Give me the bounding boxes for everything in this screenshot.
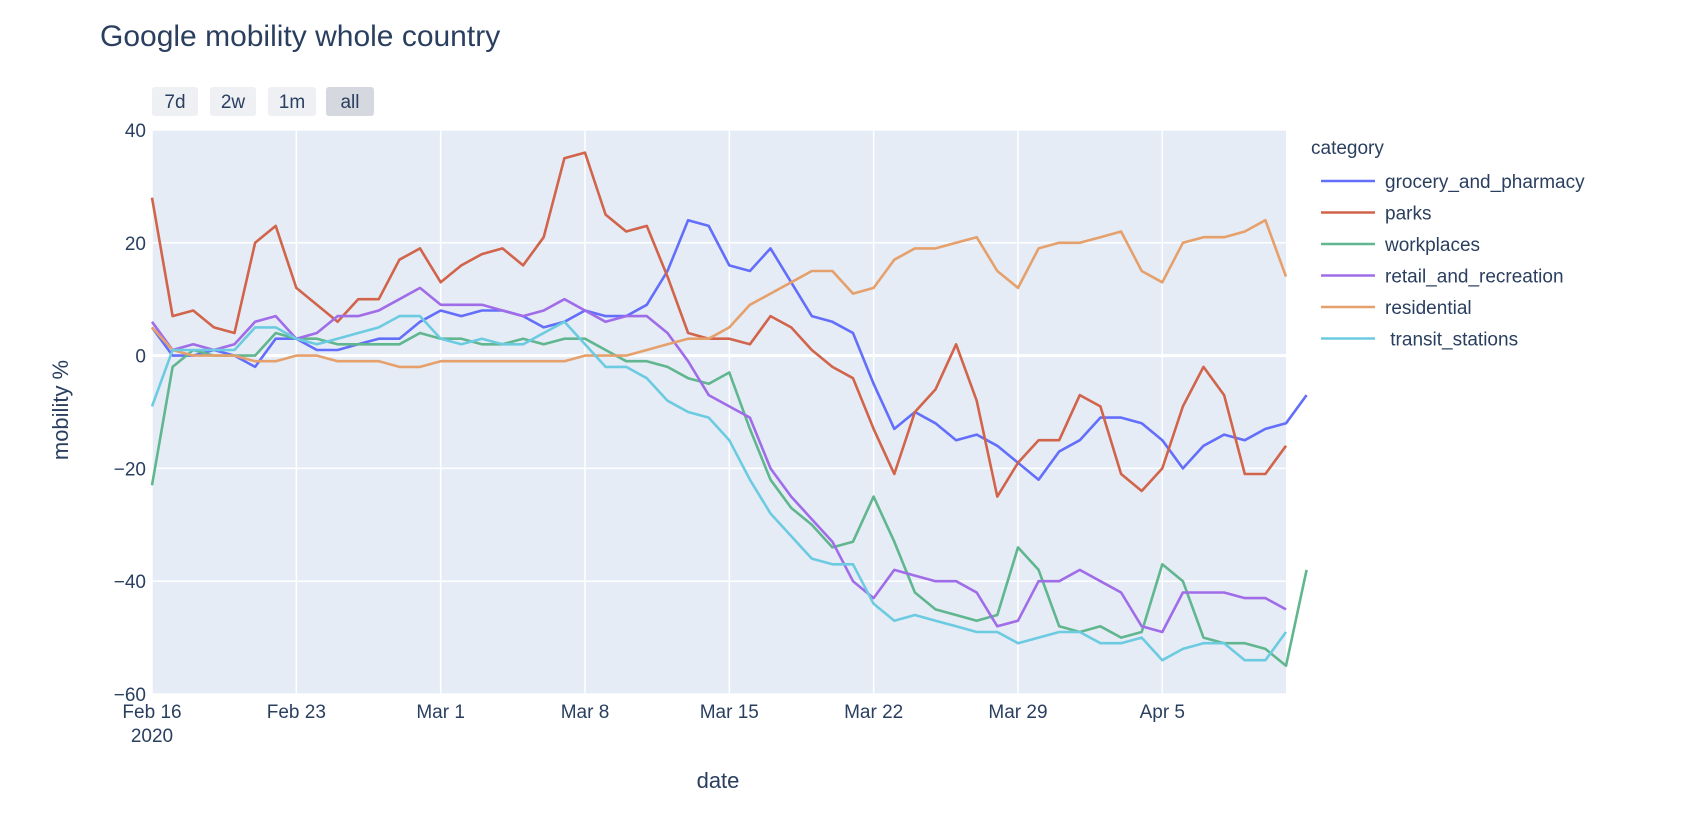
range-button-bg[interactable]	[326, 87, 374, 116]
x-tick-label: Apr 5	[1140, 702, 1185, 723]
legend-label-residential[interactable]: residential	[1385, 298, 1472, 319]
y-tick-label: −20	[114, 459, 146, 480]
legend-label-grocery_and_pharmacy[interactable]: grocery_and_pharmacy	[1385, 172, 1585, 193]
y-tick-label: −60	[114, 685, 146, 706]
plot-area	[152, 130, 1286, 694]
x-tick-label: Mar 1	[416, 702, 465, 723]
range-button-label[interactable]: 7d	[164, 92, 185, 113]
legend-label-parks[interactable]: parks	[1385, 204, 1431, 225]
y-tick-label: 40	[125, 121, 146, 142]
series-line-workplaces	[150, 331, 1308, 668]
series-line-residential	[151, 218, 1288, 369]
range-button-bg[interactable]	[152, 87, 198, 116]
x-tick-year-label: 2020	[131, 726, 173, 747]
y-tick-label: −40	[114, 572, 146, 593]
y-tick-label: 0	[135, 347, 146, 368]
x-tick-label: Mar 8	[561, 702, 610, 723]
y-axis-title: mobility %	[48, 360, 73, 460]
chart-title: Google mobility whole country	[100, 20, 500, 53]
y-axis-ticks: 40 20 0 −20 −40 −60	[114, 121, 146, 706]
x-tick-label: Mar 15	[700, 702, 759, 723]
legend-label-retail_and_recreation[interactable]: retail_and_recreation	[1385, 267, 1564, 288]
x-tick-label: Feb 16	[122, 702, 181, 723]
range-selector: 7d 2w 1m all	[152, 87, 374, 116]
range-button-all[interactable]: all	[326, 87, 374, 116]
x-axis-ticks: Feb 16 2020 Feb 23 Mar 1 Mar 8 Mar 15 Mar 22 Ma…	[122, 702, 1185, 747]
series-line-transit_stations	[150, 314, 1288, 662]
range-button-7d[interactable]: 7d	[152, 87, 198, 116]
x-tick-label: Mar 22	[844, 702, 903, 723]
x-axis-title: date	[697, 768, 740, 793]
y-tick-label: 20	[125, 234, 146, 255]
series-lines	[150, 151, 1308, 668]
x-tick-label: Feb 23	[267, 702, 326, 723]
range-button-2w[interactable]: 2w	[210, 87, 256, 116]
gridlines	[151, 129, 1286, 695]
legend-title: category	[1311, 138, 1384, 159]
legend-label-workplaces[interactable]: workplaces	[1384, 235, 1480, 256]
range-button-bg[interactable]	[210, 87, 256, 116]
range-button-label[interactable]: all	[340, 92, 359, 113]
series-line-grocery_and_pharmacy	[150, 218, 1308, 482]
range-button-label[interactable]: 2w	[221, 92, 246, 113]
series-line-retail_and_recreation	[150, 286, 1287, 634]
range-button-bg[interactable]	[268, 87, 316, 116]
range-button-1m[interactable]: 1m	[268, 87, 316, 116]
legend-label-transit_stations[interactable]: transit_stations	[1385, 330, 1518, 351]
series-line-parks	[150, 151, 1288, 498]
range-button-label[interactable]: 1m	[279, 92, 305, 113]
x-tick-label: Mar 29	[988, 702, 1047, 723]
